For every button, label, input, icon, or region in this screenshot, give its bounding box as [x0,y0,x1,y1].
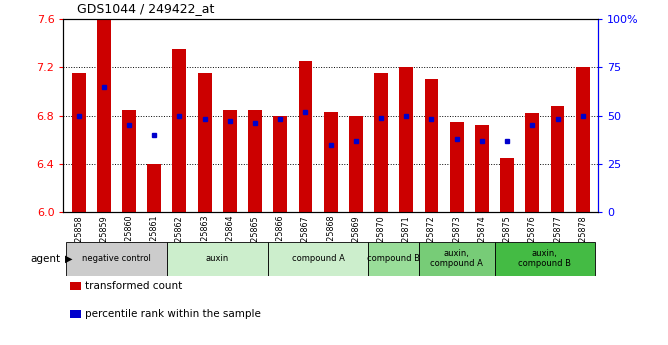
Bar [167,241,268,276]
Bar [526,113,539,212]
Text: negative control: negative control [82,254,151,263]
Bar [66,241,167,276]
Text: transformed count: transformed count [85,282,182,291]
Text: auxin: auxin [206,254,229,263]
Bar [450,121,464,212]
Bar [273,116,287,212]
Bar [97,19,111,212]
Bar [324,112,337,212]
Bar [172,49,186,212]
Bar [576,67,590,212]
Bar [248,109,262,212]
Bar [500,158,514,212]
Bar [419,241,494,276]
Text: compound A: compound A [292,254,345,263]
Bar [425,79,438,212]
Bar [122,109,136,212]
Bar [71,73,86,212]
Bar [374,73,388,212]
Bar [223,109,236,212]
Bar [147,164,161,212]
Text: auxin,
compound B: auxin, compound B [518,249,571,268]
Text: auxin,
compound A: auxin, compound A [430,249,483,268]
Text: compound B: compound B [367,254,420,263]
Bar [399,67,413,212]
Text: GDS1044 / 249422_at: GDS1044 / 249422_at [77,2,214,16]
Bar [494,241,595,276]
Bar [550,106,564,212]
Bar [369,241,419,276]
Text: percentile rank within the sample: percentile rank within the sample [85,309,261,319]
Text: ▶: ▶ [65,254,72,264]
Bar [475,125,489,212]
Bar [198,73,212,212]
Bar [349,116,363,212]
Bar [299,61,313,212]
Text: agent: agent [30,254,60,264]
Bar [268,241,369,276]
